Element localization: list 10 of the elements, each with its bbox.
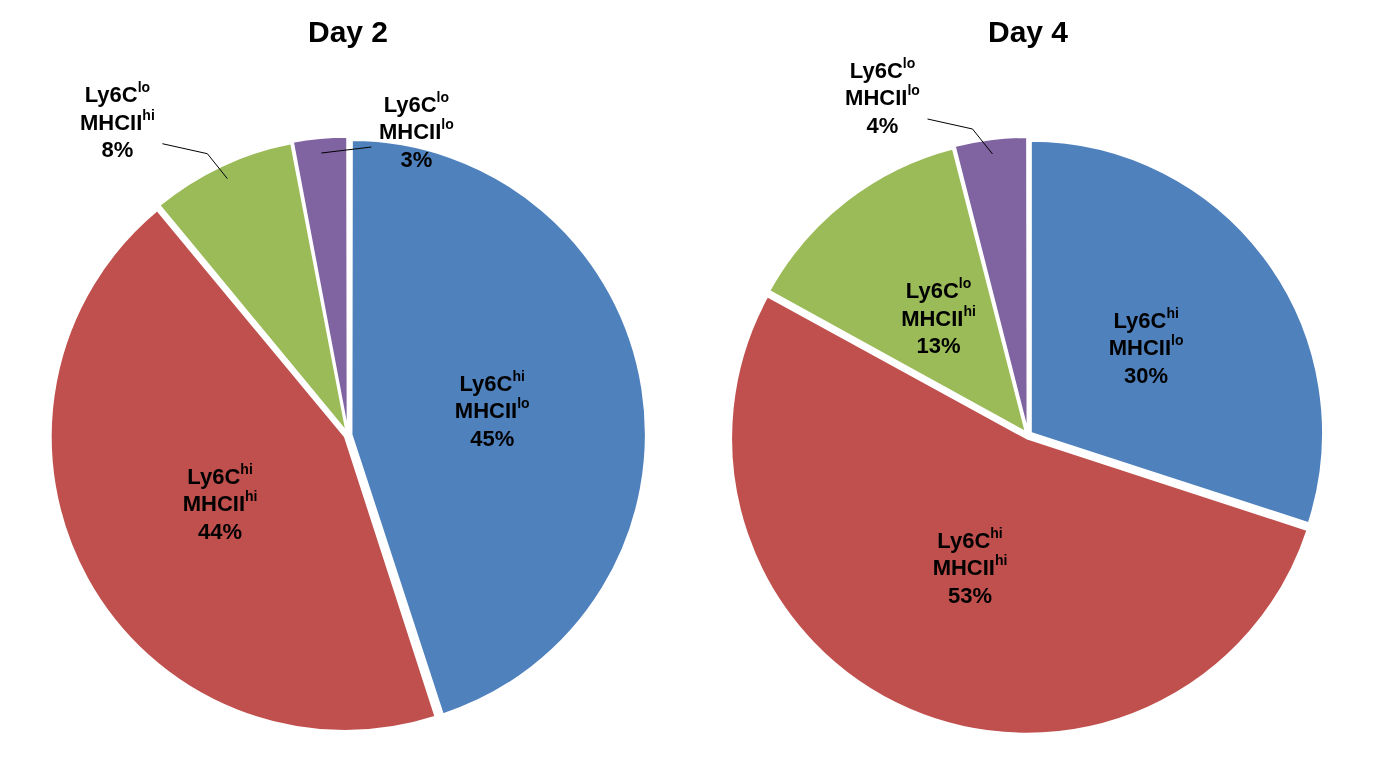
chart-title: Day 2: [307, 15, 389, 49]
data-label: 53%: [948, 582, 993, 608]
data-label: 30%: [1124, 362, 1169, 388]
data-label: 45%: [470, 425, 515, 451]
data-label: 13%: [916, 333, 961, 359]
data-label: 4%: [866, 112, 899, 138]
data-label: 8%: [101, 137, 134, 163]
data-label: 3%: [400, 146, 433, 172]
data-label: 44%: [198, 518, 243, 544]
chart-title: Day 4: [987, 15, 1069, 49]
